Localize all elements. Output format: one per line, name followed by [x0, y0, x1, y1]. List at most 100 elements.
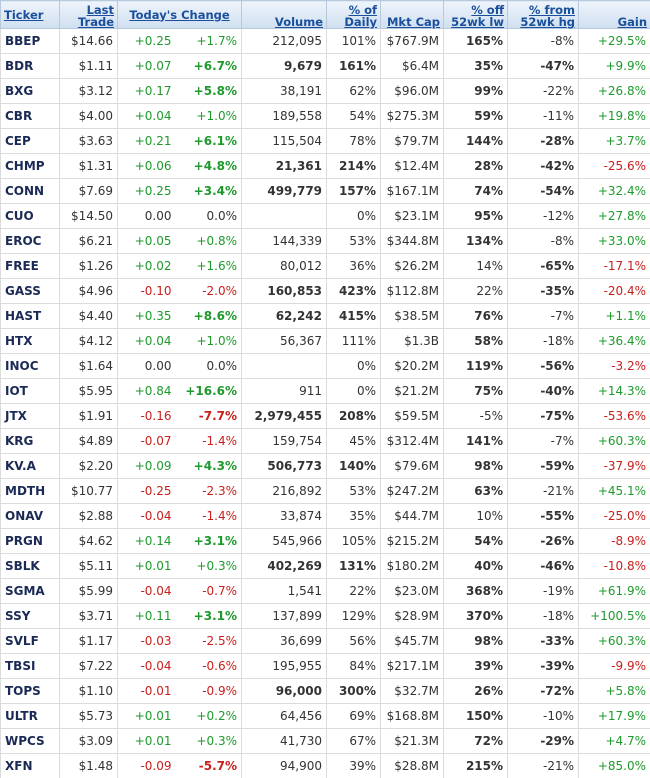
data-cell: $215.2M — [380, 528, 445, 554]
data-cell: -22% — [507, 78, 580, 104]
ticker-cell[interactable]: WPCS — [0, 728, 60, 754]
ticker-cell[interactable]: SGMA — [0, 578, 60, 604]
data-cell: $79.6M — [380, 453, 445, 479]
ticker-cell[interactable]: EROC — [0, 228, 60, 254]
data-cell: 195,955 — [241, 653, 328, 679]
data-cell: -0.10 — [117, 278, 176, 304]
ticker-cell[interactable]: BDR — [0, 53, 60, 79]
ticker-cell[interactable]: XFN — [0, 753, 60, 778]
column-header[interactable]: Last Trade — [59, 0, 118, 29]
data-cell: 115,504 — [241, 128, 328, 154]
ticker-cell[interactable]: INOC — [0, 353, 60, 379]
data-cell: 161% — [326, 53, 382, 79]
ticker-cell[interactable]: SBLK — [0, 553, 60, 579]
data-cell: -46% — [507, 553, 580, 579]
data-cell: -8% — [507, 28, 580, 54]
data-cell: 26% — [443, 678, 509, 704]
ticker-cell[interactable]: CUO — [0, 203, 60, 229]
ticker-cell[interactable]: PRGN — [0, 528, 60, 554]
data-cell: 300% — [326, 678, 382, 704]
data-cell: $767.9M — [380, 28, 445, 54]
data-cell: +36.4% — [578, 328, 650, 354]
data-cell: 212,095 — [241, 28, 328, 54]
column-header[interactable]: Volume — [241, 0, 328, 29]
column-header[interactable]: Mkt Cap — [380, 0, 445, 29]
data-cell: 131% — [326, 553, 382, 579]
data-cell: +0.01 — [117, 553, 176, 579]
data-cell: +27.8% — [578, 203, 650, 229]
data-cell: -35% — [507, 278, 580, 304]
data-cell: -2.5% — [175, 628, 243, 654]
data-cell: -1.4% — [175, 503, 243, 529]
data-cell: +0.02 — [117, 253, 176, 279]
ticker-cell[interactable]: ONAV — [0, 503, 60, 529]
column-header[interactable]: % of Daily — [326, 0, 382, 29]
data-cell: $20.2M — [380, 353, 445, 379]
data-cell: -40% — [507, 378, 580, 404]
ticker-cell[interactable]: GASS — [0, 278, 60, 304]
data-cell: 63% — [443, 478, 509, 504]
ticker-cell[interactable]: CONN — [0, 178, 60, 204]
ticker-cell[interactable]: KV.A — [0, 453, 60, 479]
data-cell: $5.11 — [59, 553, 118, 579]
data-cell: -10% — [507, 703, 580, 729]
stock-row: ONAV $2.88 -0.04 -1.4% 33,874 35% $44.7M 10% -55… — [0, 503, 650, 529]
ticker-cell[interactable]: BBEP — [0, 28, 60, 54]
ticker-cell[interactable]: ULTR — [0, 703, 60, 729]
ticker-cell[interactable]: CEP — [0, 128, 60, 154]
stock-row: INOC $1.64 0.00 0.0% 0% $20.2M 119% -56% -3.2% — [0, 353, 650, 379]
data-cell: -42% — [507, 153, 580, 179]
data-cell: 415% — [326, 303, 382, 329]
data-cell: 53% — [326, 228, 382, 254]
data-cell: 21,361 — [241, 153, 328, 179]
data-cell: $3.71 — [59, 603, 118, 629]
ticker-cell[interactable]: TBSI — [0, 653, 60, 679]
data-cell: -0.25 — [117, 478, 176, 504]
ticker-cell[interactable]: FREE — [0, 253, 60, 279]
ticker-cell[interactable]: SVLF — [0, 628, 60, 654]
data-cell: -7.7% — [175, 403, 243, 429]
ticker-cell[interactable]: CBR — [0, 103, 60, 129]
stock-row: KV.A $2.20 +0.09 +4.3% 506,773 140% $79.6M 98% -… — [0, 453, 650, 479]
data-cell: $79.7M — [380, 128, 445, 154]
ticker-cell[interactable]: KRG — [0, 428, 60, 454]
data-cell: 72% — [443, 728, 509, 754]
data-cell: -53.6% — [578, 403, 650, 429]
column-header[interactable]: % off 52wk lw — [443, 0, 509, 29]
data-cell: -25.6% — [578, 153, 650, 179]
column-header[interactable]: Today's Change — [116, 0, 243, 29]
data-cell: $10.77 — [59, 478, 118, 504]
ticker-cell[interactable]: TOPS — [0, 678, 60, 704]
data-cell: -9.9% — [578, 653, 650, 679]
data-cell: +60.3% — [578, 428, 650, 454]
data-cell: 134% — [443, 228, 509, 254]
ticker-cell[interactable]: HTX — [0, 328, 60, 354]
data-cell: +0.05 — [117, 228, 176, 254]
stock-row: EROC $6.21 +0.05 +0.8% 144,339 53% $344.8M 134%… — [0, 228, 650, 254]
data-cell: +0.06 — [117, 153, 176, 179]
ticker-cell[interactable]: SSY — [0, 603, 60, 629]
data-cell: +3.4% — [175, 178, 243, 204]
ticker-cell[interactable]: MDTH — [0, 478, 60, 504]
stock-row: BDR $1.11 +0.07 +6.7% 9,679 161% $6.4M 35% -47% +… — [0, 53, 650, 79]
column-header[interactable]: Ticker — [0, 0, 60, 29]
data-cell: 96,000 — [241, 678, 328, 704]
column-header[interactable]: Gain — [578, 0, 650, 29]
data-cell: +4.8% — [175, 153, 243, 179]
ticker-cell[interactable]: JTX — [0, 403, 60, 429]
data-cell: 53% — [326, 478, 382, 504]
data-cell: -75% — [507, 403, 580, 429]
ticker-cell[interactable]: CHMP — [0, 153, 60, 179]
data-cell: 150% — [443, 703, 509, 729]
data-cell: 189,558 — [241, 103, 328, 129]
data-cell: -0.16 — [117, 403, 176, 429]
data-cell: -37.9% — [578, 453, 650, 479]
data-cell: $1.11 — [59, 53, 118, 79]
ticker-cell[interactable]: HAST — [0, 303, 60, 329]
ticker-cell[interactable]: BXG — [0, 78, 60, 104]
stock-row: CBR $4.00 +0.04 +1.0% 189,558 54% $275.3M 59% -1… — [0, 103, 650, 129]
stock-row: PRGN $4.62 +0.14 +3.1% 545,966 105% $215.2M 54%… — [0, 528, 650, 554]
data-cell: $1.17 — [59, 628, 118, 654]
ticker-cell[interactable]: IOT — [0, 378, 60, 404]
column-header[interactable]: % from 52wk hg — [507, 0, 580, 29]
